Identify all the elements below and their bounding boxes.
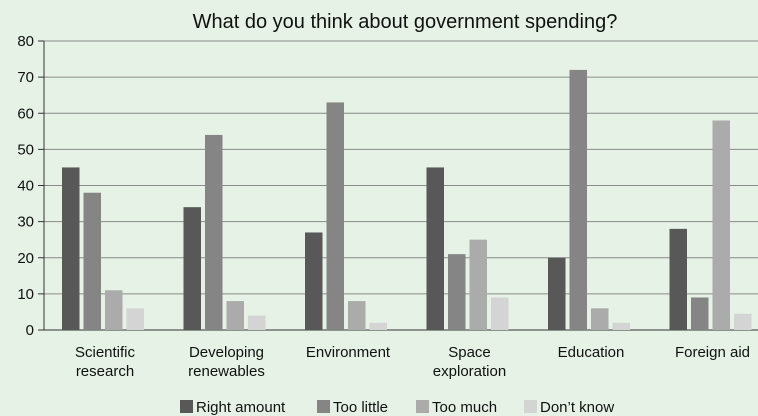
y-tick-label: 30	[17, 214, 34, 231]
x-category-label: Environment	[306, 344, 391, 361]
chart-title: What do you think about government spend…	[193, 11, 618, 33]
grid-lines	[44, 40, 758, 331]
bar-3-0	[126, 308, 144, 330]
x-category-label: renewables	[188, 363, 265, 380]
legend-swatch	[524, 400, 537, 413]
y-axis-ticks: 0 10 20 30 40 50 60 70 80	[17, 33, 45, 339]
y-tick-label: 70	[17, 69, 34, 86]
bar-0-0	[62, 167, 80, 330]
x-axis-labels: Scientific research Developing renewables En…	[75, 344, 750, 380]
bar-3-2	[369, 322, 387, 330]
legend-swatch	[416, 400, 429, 413]
y-tick-label: 40	[17, 178, 34, 195]
y-tick-label: 80	[17, 33, 34, 50]
bar-1-3	[448, 254, 466, 330]
x-category-label: exploration	[433, 363, 506, 380]
bar-2-2	[348, 301, 366, 330]
bar-3-5	[734, 313, 752, 330]
bar-0-3	[426, 167, 444, 330]
x-category-label: Developing	[189, 344, 264, 361]
bar-1-0	[83, 192, 101, 330]
x-category-label: Foreign aid	[675, 344, 750, 361]
y-tick-label: 10	[17, 286, 34, 303]
bar-0-4	[548, 257, 566, 330]
bars	[62, 69, 752, 331]
y-tick-label: 50	[17, 141, 34, 158]
x-category-label: Scientific	[75, 344, 136, 361]
bar-3-3	[491, 297, 509, 330]
y-tick-label: 0	[26, 322, 34, 339]
bar-1-2	[326, 102, 344, 330]
bar-2-4	[591, 308, 609, 330]
legend-label: Too little	[333, 399, 388, 416]
bar-2-3	[469, 239, 487, 330]
bar-0-5	[669, 228, 687, 330]
x-category-label: research	[76, 363, 134, 380]
bar-0-1	[183, 207, 201, 330]
bar-1-1	[205, 134, 223, 330]
bar-3-4	[612, 322, 630, 330]
legend: Right amount Too little Too much Don’t know	[180, 399, 614, 416]
bar-1-5	[691, 297, 709, 330]
bar-2-0	[105, 290, 123, 330]
x-category-label: Education	[558, 344, 625, 361]
legend-label: Don’t know	[540, 399, 614, 416]
legend-label: Right amount	[196, 399, 286, 416]
bar-2-5	[712, 120, 730, 330]
legend-label: Too much	[432, 399, 497, 416]
y-tick-label: 20	[17, 250, 34, 267]
y-tick-label: 60	[17, 105, 34, 122]
bar-0-2	[305, 232, 323, 330]
x-category-label: Space	[448, 344, 491, 361]
bar-1-4	[569, 69, 587, 331]
legend-swatch	[317, 400, 330, 413]
bar-3-1	[248, 315, 266, 330]
legend-swatch	[180, 400, 193, 413]
bar-2-1	[226, 301, 244, 330]
